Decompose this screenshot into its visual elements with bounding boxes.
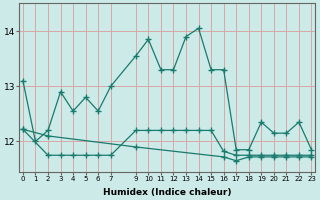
X-axis label: Humidex (Indice chaleur): Humidex (Indice chaleur) bbox=[103, 188, 231, 197]
